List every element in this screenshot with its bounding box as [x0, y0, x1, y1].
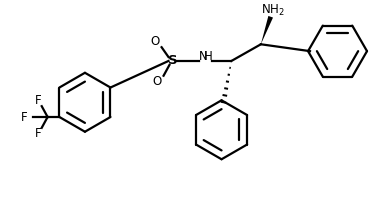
- Text: F: F: [34, 127, 41, 140]
- Text: F: F: [34, 94, 41, 107]
- Text: O: O: [150, 35, 159, 48]
- Text: H: H: [203, 50, 212, 63]
- Text: O: O: [152, 75, 162, 88]
- Text: F: F: [21, 110, 27, 124]
- Text: S: S: [168, 54, 177, 68]
- Text: NH$_2$: NH$_2$: [261, 3, 285, 18]
- Text: N: N: [198, 50, 207, 63]
- Polygon shape: [261, 16, 273, 44]
